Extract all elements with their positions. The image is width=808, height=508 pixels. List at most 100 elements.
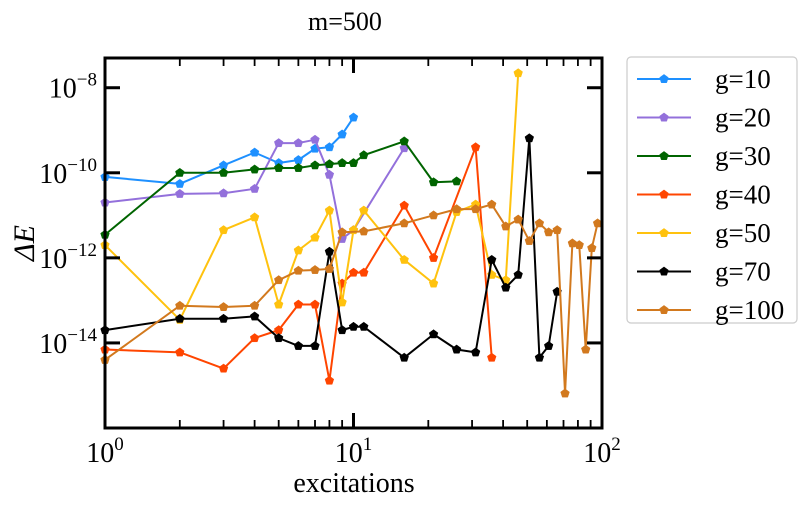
data-point (274, 138, 284, 148)
data-point (175, 167, 185, 177)
data-point (324, 205, 335, 215)
data-point (324, 169, 335, 179)
data-point (399, 136, 409, 146)
data-point (428, 278, 439, 288)
data-point (451, 204, 462, 214)
legend-marker (659, 112, 669, 122)
data-point (470, 347, 481, 357)
legend-label: g=30 (715, 141, 771, 171)
data-point (274, 333, 284, 343)
data-point (470, 142, 481, 152)
data-point (310, 299, 320, 309)
data-point (399, 200, 409, 210)
data-point (337, 325, 347, 335)
data-point (310, 134, 320, 144)
data-point (359, 150, 369, 160)
data-point (524, 133, 535, 143)
data-point (543, 341, 554, 350)
data-point (428, 177, 439, 187)
data-point (249, 164, 260, 174)
data-point (175, 188, 185, 198)
data-point (310, 160, 320, 170)
x-tick-label: 100 (86, 434, 124, 469)
data-point (470, 204, 481, 214)
data-point (359, 226, 369, 236)
data-point (274, 163, 284, 172)
data-point (451, 176, 462, 186)
data-point (175, 300, 185, 310)
legend-item-g=70: g=70 (637, 257, 771, 287)
data-point (249, 300, 260, 310)
data-point (175, 347, 185, 357)
data-point (218, 313, 229, 323)
data-point (218, 188, 229, 198)
data-point (218, 225, 229, 235)
series-line (104, 116, 355, 185)
data-point (324, 375, 335, 385)
legend-marker (659, 151, 669, 160)
data-point (324, 142, 335, 152)
data-point (293, 265, 304, 275)
data-point (587, 243, 597, 253)
legend-label: g=10 (715, 64, 771, 94)
data-point (487, 352, 497, 362)
data-point (552, 225, 562, 235)
series-line (104, 137, 559, 359)
legend-item-g=50: g=50 (637, 218, 771, 248)
legend-label: g=40 (715, 180, 771, 210)
x-tick-label: 101 (335, 434, 373, 469)
data-point (249, 212, 260, 222)
series-line (104, 140, 457, 236)
data-point (249, 333, 260, 343)
data-point (581, 344, 591, 354)
data-point (175, 178, 185, 188)
data-point (534, 352, 545, 362)
data-point (359, 205, 369, 215)
data-point (487, 254, 497, 264)
legend-label: g=20 (715, 103, 771, 133)
legend-item-g=10: g=10 (637, 64, 771, 94)
legend-label: g=50 (715, 218, 771, 248)
data-point (487, 199, 497, 209)
series-g=30 (100, 136, 462, 239)
data-point (451, 344, 462, 354)
data-point (428, 252, 439, 262)
data-point (218, 167, 229, 177)
data-point (293, 138, 304, 148)
data-point (324, 246, 335, 256)
data-point (249, 147, 260, 157)
legend-label: g=100 (715, 295, 784, 325)
data-point (337, 158, 347, 167)
data-point (513, 269, 523, 279)
data-point (501, 221, 511, 231)
data-point (513, 214, 523, 224)
series-layer (100, 68, 603, 398)
data-point (359, 267, 369, 277)
y-tick-label: 10−14 (39, 325, 97, 360)
data-point (175, 313, 185, 323)
legend-item-g=20: g=20 (637, 103, 771, 133)
data-point (428, 210, 439, 220)
data-point (293, 245, 304, 255)
legend: g=10 g=20 g=30 g=40 g=50 g=70 g=100 (626, 56, 798, 325)
x-axis-label: excitations (293, 468, 414, 499)
data-point (274, 299, 284, 309)
data-point (348, 321, 359, 331)
data-point (501, 282, 511, 292)
data-point (293, 299, 304, 309)
data-point (218, 302, 229, 311)
data-point (348, 267, 359, 277)
data-point (249, 183, 260, 193)
data-point (293, 341, 304, 350)
data-point (337, 129, 347, 139)
data-point (249, 311, 260, 321)
data-point (310, 265, 320, 274)
data-point (337, 227, 347, 237)
series-g=10 (100, 112, 359, 188)
data-point (513, 68, 523, 78)
data-point (348, 112, 359, 122)
data-point (324, 159, 335, 169)
legend-box (626, 56, 798, 324)
y-axis-label: ΔE (8, 225, 41, 262)
